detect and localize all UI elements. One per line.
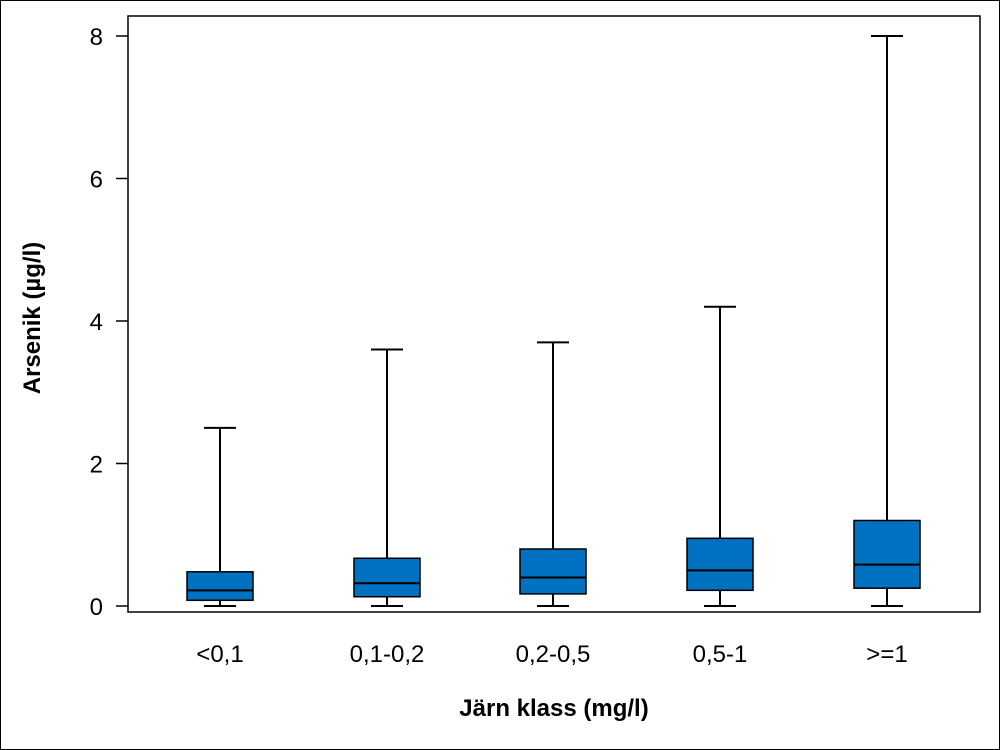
- iqr-box: [519, 548, 587, 595]
- y-tick-label: 4: [90, 309, 103, 336]
- box-2: [353, 348, 421, 607]
- box-5: [853, 35, 921, 607]
- boxes-group: [186, 35, 921, 607]
- box-3: [519, 341, 587, 607]
- x-tick-label: 0,1-0,2: [350, 641, 425, 668]
- x-axis: <0,1 0,1-0,2 0,2-0,5 0,5-1 >=1: [196, 641, 907, 668]
- y-tick-label: 8: [90, 24, 103, 51]
- iqr-box: [686, 537, 754, 592]
- y-tick-label: 6: [90, 167, 103, 194]
- x-tick-label: >=1: [866, 641, 907, 668]
- y-tick-label: 0: [90, 594, 103, 621]
- box-1: [186, 426, 254, 607]
- y-axis: 0 2 4 6 8: [90, 24, 128, 621]
- iqr-box: [853, 519, 921, 589]
- x-axis-title: Järn klass (mg/l): [459, 695, 648, 722]
- y-axis-title: Arsenik (µg/l): [19, 242, 46, 395]
- x-tick-label: 0,5-1: [693, 641, 748, 668]
- x-tick-label: 0,2-0,5: [516, 641, 591, 668]
- plot-area: [127, 15, 981, 613]
- x-tick-label: <0,1: [196, 641, 243, 668]
- box-4: [686, 305, 754, 607]
- iqr-box: [353, 557, 421, 598]
- y-tick-label: 2: [90, 452, 103, 479]
- iqr-box: [186, 571, 254, 602]
